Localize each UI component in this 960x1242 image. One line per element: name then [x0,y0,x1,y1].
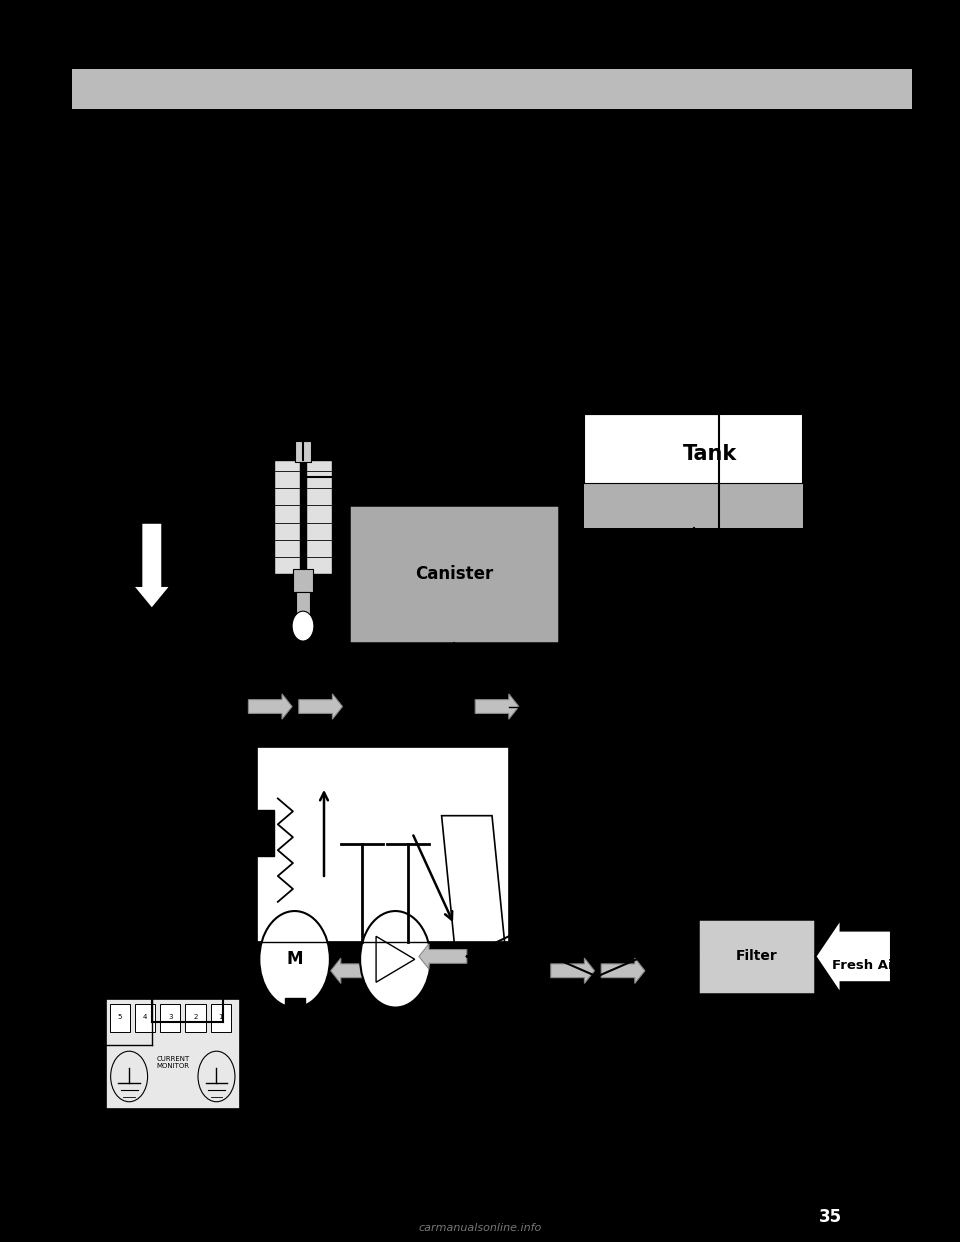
Text: 4: 4 [143,1013,147,1020]
Circle shape [292,611,314,641]
Text: 3: 3 [168,1013,173,1020]
Text: The ECM  activates the pump motor.  The pump pulls air from the filtered air inl: The ECM activates the pump motor. The pu… [84,201,699,232]
Circle shape [259,912,330,1007]
Bar [585,414,803,528]
Polygon shape [442,816,505,941]
FancyArrow shape [299,694,343,719]
FancyArrow shape [551,958,594,984]
Text: M: M [286,950,302,969]
Circle shape [360,912,431,1007]
Bar [297,591,310,615]
Text: Engine: Engine [93,591,146,606]
Bar [305,460,332,574]
Text: Filter: Filter [735,949,778,964]
Text: +: + [573,609,588,626]
Bar [106,1000,240,1109]
Text: Change-Over
Valve: Change-Over Valve [416,683,492,705]
Text: 1: 1 [219,1013,223,1020]
Bar [257,810,274,856]
FancyArrow shape [330,958,374,984]
Text: +: + [321,609,336,626]
Text: 0.5mm
Reference
Orifice: 0.5mm Reference Orifice [118,787,171,820]
Text: Canister: Canister [415,565,493,584]
Text: LEAK DIAGNOSIS TEST: LEAK DIAGNOSIS TEST [84,132,322,152]
FancyArrow shape [132,523,171,609]
Bar [160,1004,180,1032]
Text: Purge
Valve: Purge Valve [320,390,359,419]
Bar [293,569,313,591]
Bar [349,505,559,643]
FancyArrow shape [475,694,519,719]
Text: 2: 2 [193,1013,198,1020]
Bar [210,1004,230,1032]
Text: carmanualsonline.info: carmanualsonline.info [419,1223,541,1233]
Bar [295,441,311,462]
Bar [274,460,300,574]
Bar [284,999,304,1026]
Text: Tank: Tank [684,443,737,463]
Text: The ECM simultaneously monitors the pump motor current flow . The motor current : The ECM simultaneously monitors the pump… [84,258,702,325]
FancyArrow shape [381,958,424,984]
FancyArrow shape [280,958,324,984]
Bar [185,1004,205,1032]
Text: PHASE 1 -  REFERENCE MEASUREMENT: PHASE 1 - REFERENCE MEASUREMENT [84,166,404,181]
Text: Pump: Pump [376,1033,414,1047]
Bar [585,482,803,528]
Bar [223,700,795,1046]
Text: Fresh Air: Fresh Air [832,959,900,971]
Text: Throttle
Plate: Throttle Plate [93,431,147,458]
Bar [257,746,509,941]
FancyArrow shape [601,958,645,984]
Text: Electric
Motor LDP: Electric Motor LDP [681,683,742,705]
Text: 35: 35 [819,1208,842,1226]
Bar [72,68,912,109]
Bar [135,1004,156,1032]
FancyArrow shape [419,944,467,969]
Bar [698,919,815,994]
FancyArrow shape [249,694,292,719]
FancyArrow shape [815,919,891,994]
Bar [109,1004,130,1032]
Text: CURRENT
MONITOR: CURRENT MONITOR [156,1056,189,1069]
Text: 5: 5 [118,1013,122,1020]
